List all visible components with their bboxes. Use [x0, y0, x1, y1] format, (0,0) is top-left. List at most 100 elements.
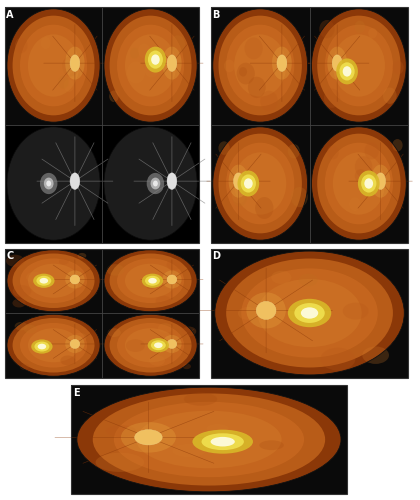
Ellipse shape: [234, 34, 286, 96]
Ellipse shape: [62, 60, 74, 75]
Ellipse shape: [110, 16, 192, 116]
Ellipse shape: [110, 254, 192, 308]
Ellipse shape: [46, 180, 51, 186]
Ellipse shape: [148, 338, 169, 352]
Ellipse shape: [62, 56, 79, 76]
Ellipse shape: [371, 164, 391, 198]
Ellipse shape: [152, 278, 162, 285]
FancyBboxPatch shape: [102, 248, 199, 313]
Ellipse shape: [333, 152, 385, 214]
Ellipse shape: [114, 402, 304, 477]
Ellipse shape: [259, 440, 284, 450]
Ellipse shape: [325, 142, 393, 224]
Ellipse shape: [207, 424, 229, 433]
Ellipse shape: [117, 258, 184, 303]
Ellipse shape: [39, 278, 48, 283]
Ellipse shape: [210, 437, 235, 446]
Ellipse shape: [7, 9, 100, 122]
Ellipse shape: [226, 258, 393, 368]
Ellipse shape: [121, 422, 176, 452]
Ellipse shape: [104, 9, 197, 122]
Ellipse shape: [301, 308, 318, 318]
Ellipse shape: [15, 38, 28, 53]
Ellipse shape: [260, 90, 278, 112]
Ellipse shape: [184, 392, 217, 406]
Ellipse shape: [365, 142, 379, 160]
Ellipse shape: [65, 270, 84, 288]
Ellipse shape: [13, 254, 94, 308]
Ellipse shape: [234, 173, 244, 190]
FancyBboxPatch shape: [102, 313, 199, 378]
Ellipse shape: [153, 180, 158, 186]
Ellipse shape: [237, 170, 259, 196]
Text: E: E: [73, 388, 79, 398]
Ellipse shape: [317, 16, 401, 116]
Ellipse shape: [38, 344, 46, 349]
FancyBboxPatch shape: [102, 124, 199, 242]
Ellipse shape: [170, 36, 185, 54]
Ellipse shape: [59, 258, 69, 264]
Ellipse shape: [202, 434, 244, 450]
Ellipse shape: [213, 127, 307, 240]
Ellipse shape: [44, 178, 54, 190]
Ellipse shape: [167, 260, 182, 270]
FancyBboxPatch shape: [5, 124, 102, 242]
Ellipse shape: [213, 9, 307, 122]
Ellipse shape: [110, 318, 192, 372]
Ellipse shape: [20, 258, 87, 303]
FancyBboxPatch shape: [5, 313, 102, 378]
Ellipse shape: [167, 340, 177, 348]
Ellipse shape: [361, 174, 376, 192]
Ellipse shape: [96, 452, 144, 472]
FancyBboxPatch shape: [5, 6, 102, 124]
Ellipse shape: [368, 28, 377, 38]
Ellipse shape: [147, 173, 164, 194]
Text: B: B: [212, 10, 220, 20]
Ellipse shape: [325, 24, 393, 106]
FancyBboxPatch shape: [310, 124, 408, 242]
Ellipse shape: [7, 127, 100, 240]
Ellipse shape: [383, 88, 396, 104]
Ellipse shape: [237, 62, 255, 84]
Ellipse shape: [247, 292, 286, 328]
Ellipse shape: [320, 348, 355, 370]
Ellipse shape: [93, 394, 325, 486]
Ellipse shape: [126, 339, 145, 352]
Ellipse shape: [182, 326, 196, 336]
Ellipse shape: [277, 55, 287, 72]
Ellipse shape: [148, 278, 157, 283]
Ellipse shape: [154, 342, 163, 348]
Ellipse shape: [7, 314, 100, 376]
Text: D: D: [212, 251, 220, 261]
Ellipse shape: [65, 335, 84, 353]
Ellipse shape: [343, 302, 369, 320]
Ellipse shape: [26, 272, 43, 283]
Text: C: C: [6, 251, 13, 261]
Ellipse shape: [317, 134, 401, 234]
Ellipse shape: [74, 333, 87, 342]
Ellipse shape: [13, 285, 31, 298]
Ellipse shape: [312, 127, 406, 240]
Ellipse shape: [324, 88, 340, 108]
Ellipse shape: [145, 276, 160, 285]
Ellipse shape: [20, 364, 29, 370]
Ellipse shape: [226, 24, 294, 106]
Ellipse shape: [257, 279, 362, 347]
Ellipse shape: [172, 444, 206, 457]
Ellipse shape: [108, 328, 121, 337]
Ellipse shape: [60, 356, 75, 366]
Ellipse shape: [34, 342, 50, 351]
Ellipse shape: [125, 328, 176, 362]
Ellipse shape: [239, 67, 247, 76]
Ellipse shape: [70, 340, 80, 348]
Ellipse shape: [151, 54, 160, 65]
Ellipse shape: [255, 197, 273, 219]
Ellipse shape: [336, 58, 358, 84]
Ellipse shape: [41, 37, 50, 49]
Ellipse shape: [244, 178, 253, 188]
Ellipse shape: [271, 270, 291, 284]
Ellipse shape: [13, 16, 94, 116]
Ellipse shape: [162, 270, 181, 288]
Ellipse shape: [241, 174, 256, 192]
Ellipse shape: [228, 164, 248, 198]
